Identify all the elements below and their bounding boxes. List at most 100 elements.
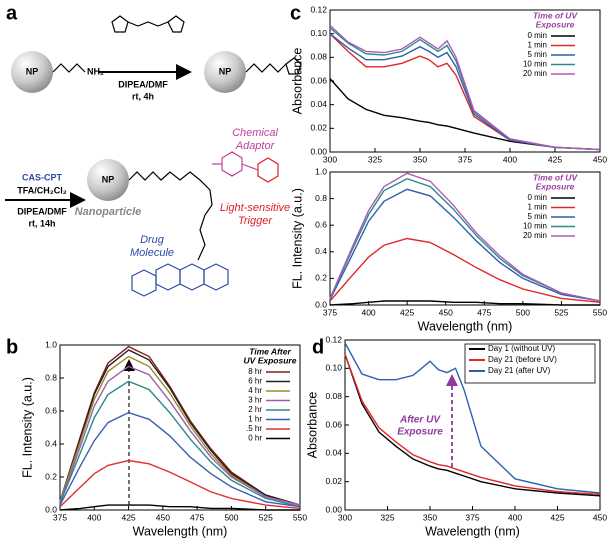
legend-label: 5 min	[527, 212, 547, 221]
legend-label: Day 21 (before UV)	[488, 355, 557, 364]
legend-label: 20 min	[523, 69, 547, 78]
y-tick-label: 0.02	[325, 476, 342, 486]
x-tick-label: 350	[423, 512, 437, 522]
series-line	[329, 33, 601, 151]
legend-label: 1 hr	[248, 415, 262, 424]
series-line	[59, 365, 301, 506]
legend-label: 5 min	[527, 50, 547, 59]
adaptor-label: Adaptor	[235, 140, 276, 152]
legend-label: Day 21 (after UV)	[488, 366, 551, 375]
trigger-label: Trigger	[238, 215, 273, 227]
x-tick-label: 450	[156, 512, 170, 522]
x-tick-label: 450	[439, 307, 453, 317]
x-axis-label: Wavelength (nm)	[133, 524, 228, 538]
legend-title: UV Exposure	[244, 355, 297, 365]
trigger-label: Light-sensitive	[220, 202, 290, 214]
x-tick-label: 425	[550, 512, 564, 522]
y-tick-label: 0.04	[325, 448, 342, 458]
condition: rt, 14h	[28, 218, 55, 228]
x-tick-label: 550	[293, 512, 307, 522]
legend-label: 10 min	[523, 222, 547, 231]
condition: rt, 4h	[132, 91, 154, 101]
y-tick-label: 0.2	[45, 471, 57, 481]
x-tick-label: 350	[413, 154, 427, 164]
series-line	[344, 353, 601, 496]
arrow-head	[446, 374, 458, 386]
y-tick-label: 0.6	[315, 219, 327, 229]
y-tick-label: 0.06	[310, 75, 327, 85]
series-line	[59, 411, 301, 508]
x-tick-label: 425	[548, 154, 562, 164]
series-line	[59, 349, 301, 506]
series-line	[329, 237, 601, 303]
reagent: CAS-CPT	[22, 172, 63, 182]
legend-label: Day 1 (without UV)	[488, 344, 555, 353]
plot-frame	[329, 171, 601, 306]
x-tick-label: 500	[224, 512, 238, 522]
reagent: DIPEA/DMF	[17, 206, 67, 216]
legend-title: Time of UV	[533, 172, 579, 182]
x-tick-label: 400	[508, 512, 522, 522]
annotation: Exposure	[397, 427, 443, 438]
legend-title: Exposure	[536, 181, 575, 191]
legend: Day 1 (without UV) Day 21 (before UV) Day …	[464, 343, 596, 384]
y-tick-label: 0.00	[325, 504, 342, 514]
y-tick-label: 0.08	[310, 52, 327, 62]
drug-label: Drug	[140, 234, 165, 246]
x-tick-label: 400	[87, 512, 101, 522]
np-label: NP	[26, 66, 39, 76]
annotation: After UV	[399, 415, 441, 426]
x-tick-label: 325	[380, 512, 394, 522]
y-tick-label: 0.04	[310, 99, 327, 109]
series-line	[329, 188, 601, 302]
x-tick-label: 450	[593, 154, 607, 164]
x-tick-label: 475	[190, 512, 204, 522]
legend-label: 0 min	[527, 31, 547, 40]
y-tick-label: 0.12	[325, 334, 342, 344]
x-tick-label: 425	[121, 512, 135, 522]
amine-label: NH₂	[87, 66, 104, 76]
x-tick-label: 375	[465, 512, 479, 522]
x-tick-label: 475	[477, 307, 491, 317]
y-tick-label: 0.08	[325, 391, 342, 401]
legend-label: 1 min	[527, 41, 547, 50]
y-tick-label: 0.0	[45, 504, 57, 514]
series-line	[329, 24, 601, 151]
scheme	[5, 15, 302, 297]
legend-label: 2 hr	[248, 405, 262, 414]
series-line	[329, 172, 601, 302]
y-tick-label: 0.12	[310, 4, 327, 14]
legend-label: 1 min	[527, 203, 547, 212]
legend-label: 6 hr	[248, 377, 262, 386]
series-line	[59, 355, 301, 506]
x-tick-label: 400	[503, 154, 517, 164]
series-line	[344, 342, 601, 494]
x-tick-label: 300	[323, 154, 337, 164]
panel-label: d	[312, 336, 324, 358]
drug-label: Molecule	[130, 247, 174, 259]
x-tick-label: 425	[400, 307, 414, 317]
y-axis-label: Absorbance	[305, 392, 319, 459]
series-line	[59, 504, 300, 511]
y-tick-label: 0.02	[310, 123, 327, 133]
x-tick-label: 525	[259, 512, 273, 522]
y-axis-label: Absorbance	[290, 48, 304, 115]
y-tick-label: 0.6	[45, 405, 57, 415]
y-tick-label: 0.8	[315, 193, 327, 203]
series-line	[329, 300, 600, 306]
legend-label: 10 min	[523, 60, 547, 69]
y-axis-label: FL. Intensity (a.u.)	[290, 188, 304, 289]
plot-frame	[59, 344, 301, 511]
nanoparticle-label: Nanoparticle	[75, 206, 142, 218]
y-tick-label: 0.8	[45, 372, 57, 382]
series-line	[59, 380, 301, 508]
x-tick-label: 375	[323, 307, 337, 317]
y-axis-label: FL. Intensity (a.u.)	[20, 377, 34, 478]
reagent: DIPEA/DMF	[118, 79, 168, 89]
legend-frame	[464, 343, 596, 384]
x-tick-label: 375	[53, 512, 67, 522]
